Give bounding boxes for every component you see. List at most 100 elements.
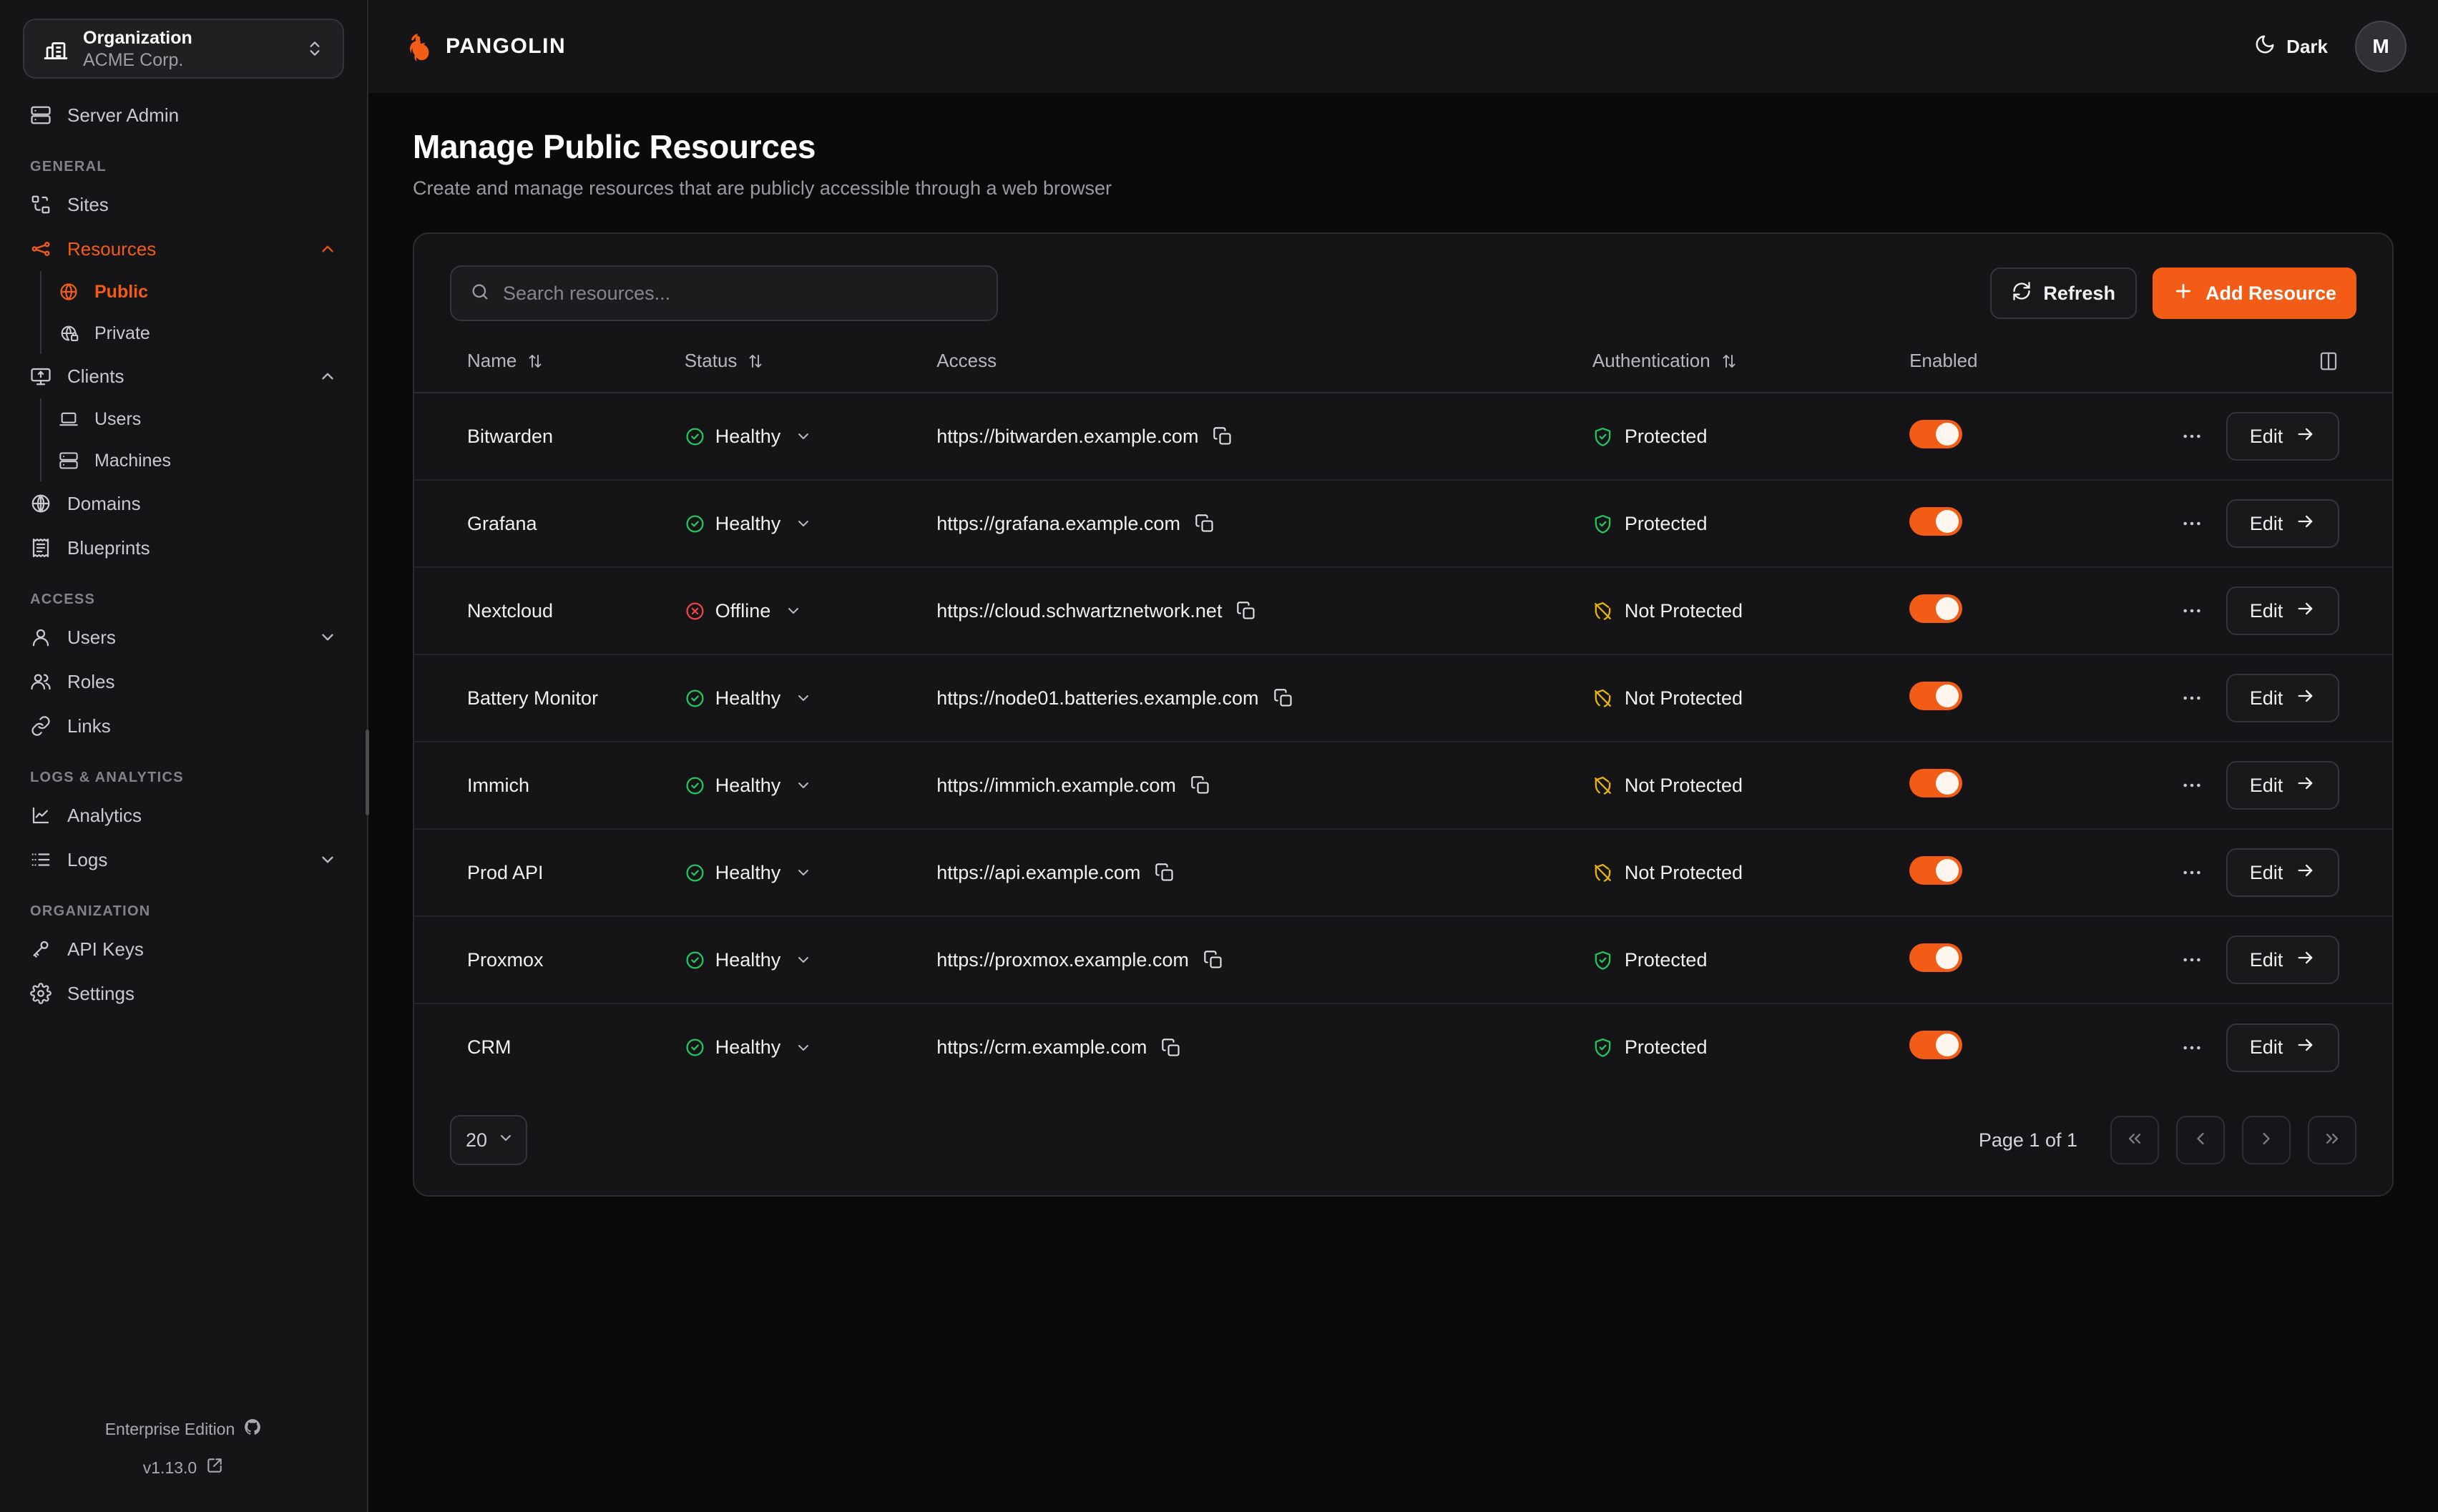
sidebar-item-private[interactable]: Private: [47, 313, 348, 354]
sidebar-item-clients-users[interactable]: Users: [47, 398, 348, 440]
last-page-button[interactable]: [2308, 1116, 2356, 1164]
edit-button[interactable]: Edit: [2226, 412, 2339, 461]
sort-icon[interactable]: [527, 353, 544, 370]
copy-icon[interactable]: [1190, 775, 1210, 795]
access-url[interactable]: https://node01.batteries.example.com: [936, 687, 1259, 709]
sidebar-item-analytics[interactable]: Analytics: [19, 793, 348, 838]
sidebar-item-blueprints[interactable]: Blueprints: [19, 526, 348, 570]
access-url[interactable]: https://grafana.example.com: [936, 512, 1180, 534]
next-page-button[interactable]: [2242, 1116, 2291, 1164]
more-horizontal-icon[interactable]: [2176, 857, 2208, 888]
sidebar-item-roles[interactable]: Roles: [19, 659, 348, 704]
status-chevron-down-icon[interactable]: [795, 689, 812, 707]
access-url[interactable]: https://proxmox.example.com: [936, 948, 1189, 971]
first-page-button[interactable]: [2110, 1116, 2159, 1164]
table-row[interactable]: Grafana Healthy https://grafana.example.co…: [414, 480, 2392, 567]
status-chevron-down-icon[interactable]: [795, 777, 812, 794]
columns-icon[interactable]: [2318, 350, 2339, 372]
sidebar-item-server-admin[interactable]: Server Admin: [19, 93, 348, 137]
more-horizontal-icon[interactable]: [2176, 1032, 2208, 1064]
copy-icon[interactable]: [1236, 601, 1256, 621]
copy-icon[interactable]: [1195, 514, 1215, 534]
more-horizontal-icon[interactable]: [2176, 770, 2208, 801]
column-header-name[interactable]: Name: [414, 343, 685, 393]
column-header-authentication[interactable]: Authentication: [1592, 343, 1909, 393]
avatar[interactable]: M: [2355, 21, 2407, 72]
sidebar-item-links[interactable]: Links: [19, 704, 348, 748]
more-horizontal-icon[interactable]: [2176, 595, 2208, 627]
more-horizontal-icon[interactable]: [2176, 508, 2208, 539]
search-input[interactable]: [503, 282, 978, 305]
copy-icon[interactable]: [1203, 950, 1223, 970]
sidebar-item-resources[interactable]: Resources: [19, 227, 348, 271]
table-row[interactable]: Proxmox Healthy https://proxmox.example.co…: [414, 916, 2392, 1003]
status-chevron-down-icon[interactable]: [795, 951, 812, 968]
status-chevron-down-icon[interactable]: [795, 864, 812, 881]
enabled-toggle[interactable]: [1909, 419, 1963, 448]
chevron-down-icon[interactable]: [318, 628, 337, 647]
page-size-select[interactable]: 20: [450, 1115, 527, 1165]
more-horizontal-icon[interactable]: [2176, 944, 2208, 976]
table-row[interactable]: Prod API Healthy https://api.example.com No…: [414, 829, 2392, 916]
enabled-toggle[interactable]: [1909, 681, 1963, 710]
more-horizontal-icon[interactable]: [2176, 682, 2208, 714]
sidebar-item-access-users[interactable]: Users: [19, 615, 348, 659]
brand[interactable]: PANGOLIN: [400, 29, 566, 64]
chevron-up-icon[interactable]: [318, 240, 337, 258]
edit-button[interactable]: Edit: [2226, 674, 2339, 722]
sidebar-item-public[interactable]: Public: [47, 271, 348, 313]
sort-icon[interactable]: [1720, 353, 1738, 370]
access-url[interactable]: https://bitwarden.example.com: [936, 425, 1199, 447]
sidebar-item-sites[interactable]: Sites: [19, 182, 348, 227]
enabled-toggle[interactable]: [1909, 506, 1963, 536]
sidebar-item-api-keys[interactable]: API Keys: [19, 927, 348, 971]
copy-icon[interactable]: [1155, 863, 1175, 883]
table-row[interactable]: Nextcloud Offline https://cloud.schwartzne…: [414, 567, 2392, 654]
table-row[interactable]: CRM Healthy https://crm.example.com Protect…: [414, 1003, 2392, 1091]
org-switcher[interactable]: Organization ACME Corp.: [23, 19, 344, 79]
enabled-toggle[interactable]: [1909, 1031, 1963, 1059]
prev-page-button[interactable]: [2176, 1116, 2225, 1164]
status-chevron-down-icon[interactable]: [795, 1039, 812, 1056]
status-chevron-down-icon[interactable]: [795, 428, 812, 445]
external-link-icon[interactable]: [205, 1456, 224, 1479]
access-url[interactable]: https://cloud.schwartznetwork.net: [936, 599, 1223, 622]
theme-toggle[interactable]: Dark: [2254, 34, 2328, 60]
chevron-up-icon[interactable]: [318, 367, 337, 386]
refresh-button[interactable]: Refresh: [1990, 267, 2137, 319]
copy-icon[interactable]: [1273, 688, 1293, 708]
sidebar-item-logs[interactable]: Logs: [19, 838, 348, 882]
github-icon[interactable]: [243, 1418, 262, 1440]
status-chevron-down-icon[interactable]: [785, 602, 802, 619]
table-row[interactable]: Immich Healthy https://immich.example.com N…: [414, 742, 2392, 829]
access-url[interactable]: https://immich.example.com: [936, 774, 1176, 796]
sidebar-item-domains[interactable]: Domains: [19, 481, 348, 526]
more-horizontal-icon[interactable]: [2176, 421, 2208, 452]
search-box[interactable]: [450, 265, 998, 321]
access-url[interactable]: https://crm.example.com: [936, 1036, 1147, 1058]
enabled-toggle[interactable]: [1909, 855, 1963, 885]
table-row[interactable]: Battery Monitor Healthy https://node01.bat…: [414, 654, 2392, 742]
copy-icon[interactable]: [1213, 426, 1233, 446]
enabled-toggle[interactable]: [1909, 594, 1963, 623]
table-row[interactable]: Bitwarden Healthy https://bitwarden.exampl…: [414, 393, 2392, 480]
status-chevron-down-icon[interactable]: [795, 515, 812, 532]
sidebar-scrollbar[interactable]: [366, 730, 369, 815]
edit-button[interactable]: Edit: [2226, 1023, 2339, 1072]
edit-button[interactable]: Edit: [2226, 586, 2339, 635]
edit-button[interactable]: Edit: [2226, 499, 2339, 548]
edit-button[interactable]: Edit: [2226, 761, 2339, 810]
sort-icon[interactable]: [747, 353, 764, 370]
chevron-up-down-icon[interactable]: [305, 39, 324, 58]
copy-icon[interactable]: [1161, 1038, 1181, 1058]
enabled-toggle[interactable]: [1909, 943, 1963, 972]
column-header-status[interactable]: Status: [685, 343, 937, 393]
access-url[interactable]: https://api.example.com: [936, 861, 1141, 883]
version-link[interactable]: v1.13.0: [143, 1456, 224, 1479]
sidebar-item-settings[interactable]: Settings: [19, 971, 348, 1016]
add-resource-button[interactable]: Add Resource: [2152, 267, 2356, 319]
edit-button[interactable]: Edit: [2226, 848, 2339, 897]
chevron-down-icon[interactable]: [318, 850, 337, 869]
sidebar-item-clients-machines[interactable]: Machines: [47, 440, 348, 481]
enabled-toggle[interactable]: [1909, 768, 1963, 797]
